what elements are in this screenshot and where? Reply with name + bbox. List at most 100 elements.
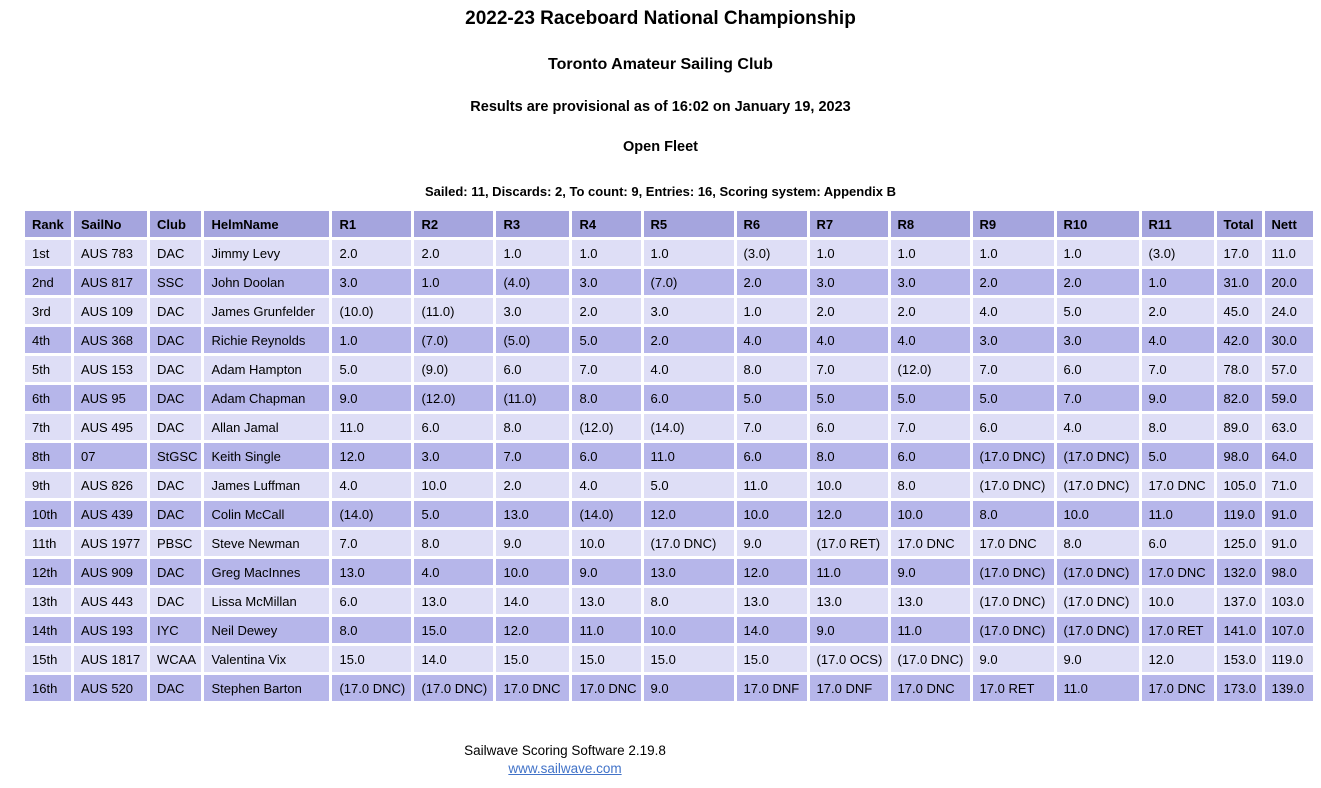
cell-nett: 30.0 [1264,327,1313,353]
cell-r3: 10.0 [496,559,570,585]
col-header-nett: Nett [1264,211,1313,237]
table-row: 2nd AUS 817 SSC John Doolan 3.0 1.0 (4.0) 3.0 (7… [25,269,1313,295]
cell-helmname: James Grunfelder [204,298,330,324]
cell-nett: 103.0 [1264,588,1313,614]
col-header-rank: Rank [25,211,71,237]
cell-r10: 11.0 [1056,675,1139,701]
cell-r7: 8.0 [809,443,888,469]
cell-r2: 2.0 [414,240,494,266]
cell-r3: 14.0 [496,588,570,614]
cell-helmname: Lissa McMillan [204,588,330,614]
fleet-name: Open Fleet [623,139,698,155]
cell-r6: 14.0 [736,617,807,643]
sailwave-link[interactable]: www.sailwave.com [508,761,622,776]
cell-r2: 8.0 [414,530,494,556]
cell-r7: 3.0 [809,269,888,295]
cell-r10: (17.0 DNC) [1056,559,1139,585]
cell-r10: (17.0 DNC) [1056,588,1139,614]
cell-helmname: Richie Reynolds [204,327,330,353]
cell-r11: 12.0 [1141,646,1214,672]
cell-r3: 8.0 [496,414,570,440]
cell-helmname: Steve Newman [204,530,330,556]
cell-r11: 17.0 DNC [1141,472,1214,498]
cell-r2: 5.0 [414,501,494,527]
cell-r5: 5.0 [643,472,734,498]
cell-r4: 17.0 DNC [572,675,641,701]
cell-r10: (17.0 DNC) [1056,617,1139,643]
cell-total: 82.0 [1216,385,1262,411]
cell-r9: 5.0 [972,385,1054,411]
cell-rank: 5th [25,356,71,382]
cell-r8: 7.0 [890,414,970,440]
cell-r4: 5.0 [572,327,641,353]
cell-r9: 9.0 [972,646,1054,672]
cell-r11: (3.0) [1141,240,1214,266]
table-row: 12th AUS 909 DAC Greg MacInnes 13.0 4.0 10.0 9.… [25,559,1313,585]
cell-sailno: AUS 368 [74,327,147,353]
cell-r2: 14.0 [414,646,494,672]
cell-total: 173.0 [1216,675,1262,701]
cell-r4: 4.0 [572,472,641,498]
cell-r8: 13.0 [890,588,970,614]
cell-total: 89.0 [1216,414,1262,440]
cell-r11: 6.0 [1141,530,1214,556]
cell-club: DAC [150,356,202,382]
cell-helmname: Colin McCall [204,501,330,527]
table-row: 14th AUS 193 IYC Neil Dewey 8.0 15.0 12.0 11.0 1… [25,617,1313,643]
cell-r4: 10.0 [572,530,641,556]
cell-nett: 107.0 [1264,617,1313,643]
cell-r4: 2.0 [572,298,641,324]
cell-r1: 5.0 [332,356,412,382]
cell-helmname: Greg MacInnes [204,559,330,585]
cell-club: DAC [150,588,202,614]
cell-total: 153.0 [1216,646,1262,672]
cell-r5: 1.0 [643,240,734,266]
cell-r2: 4.0 [414,559,494,585]
cell-r6: 15.0 [736,646,807,672]
cell-r5: (14.0) [643,414,734,440]
cell-r10: 6.0 [1056,356,1139,382]
cell-helmname: James Luffman [204,472,330,498]
cell-r2: 10.0 [414,472,494,498]
cell-r11: 4.0 [1141,327,1214,353]
cell-r10: 7.0 [1056,385,1139,411]
cell-r5: (7.0) [643,269,734,295]
cell-r2: 3.0 [414,443,494,469]
cell-helmname: Jimmy Levy [204,240,330,266]
cell-rank: 13th [25,588,71,614]
cell-r1: 6.0 [332,588,412,614]
cell-r5: 2.0 [643,327,734,353]
cell-r7: 13.0 [809,588,888,614]
cell-club: PBSC [150,530,202,556]
cell-r6: 9.0 [736,530,807,556]
cell-r3: 6.0 [496,356,570,382]
cell-total: 137.0 [1216,588,1262,614]
cell-nett: 139.0 [1264,675,1313,701]
cell-sailno: AUS 1817 [74,646,147,672]
cell-club: DAC [150,327,202,353]
cell-r4: 7.0 [572,356,641,382]
cell-club: DAC [150,298,202,324]
cell-r2: (11.0) [414,298,494,324]
cell-r7: 10.0 [809,472,888,498]
cell-sailno: AUS 909 [74,559,147,585]
cell-r9: 17.0 RET [972,675,1054,701]
cell-r2: 1.0 [414,269,494,295]
cell-sailno: AUS 153 [74,356,147,382]
cell-r1: 7.0 [332,530,412,556]
cell-rank: 1st [25,240,71,266]
cell-r7: (17.0 OCS) [809,646,888,672]
cell-rank: 4th [25,327,71,353]
cell-sailno: AUS 95 [74,385,147,411]
cell-r8: 17.0 DNC [890,530,970,556]
results-table: Rank SailNo Club HelmName R1 R2 R3 R4 R5 R6 R7 R8 R9… [22,208,1316,704]
cell-r3: 15.0 [496,646,570,672]
series-summary: Sailed: 11, Discards: 2, To count: 9, En… [424,184,896,199]
cell-r1: (10.0) [332,298,412,324]
cell-total: 125.0 [1216,530,1262,556]
cell-r3: 7.0 [496,443,570,469]
table-row: 8th 07 StGSC Keith Single 12.0 3.0 7.0 6.0 11.0 6… [25,443,1313,469]
cell-r9: (17.0 DNC) [972,617,1054,643]
cell-r3: 9.0 [496,530,570,556]
cell-r1: 11.0 [332,414,412,440]
